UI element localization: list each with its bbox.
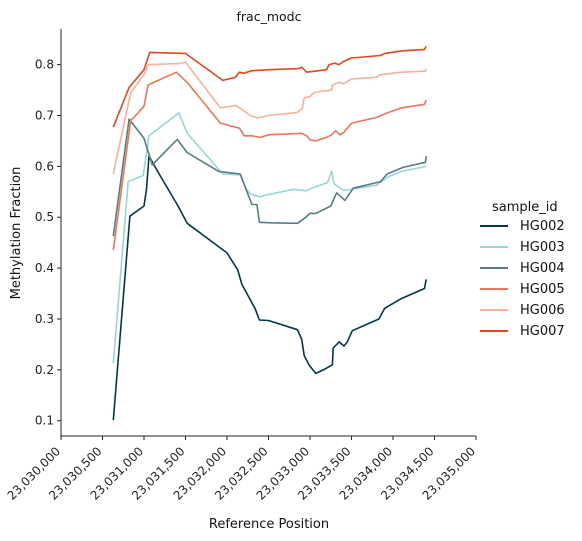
y-tick-label: 0.8 [35,58,54,72]
series-line-hg003 [112,112,427,364]
legend: sample_id HG002 HG003 HG004 HG005 HG006 HG007 [480,200,565,339]
x-axis-title: Reference Position [209,517,329,532]
legend-title: sample_id [492,200,558,215]
legend-label-hg004: HG004 [520,261,565,276]
x-axis-ticks: 23,030,00023,030,50023,031,00023,031,500… [5,436,478,503]
y-tick-label: 0.6 [35,159,54,173]
series-line-hg005 [112,71,427,251]
series-line-hg006 [112,61,427,175]
y-axis-title: Methylation Fraction [9,167,24,300]
legend-label-hg005: HG005 [520,282,565,297]
series-line-hg007 [112,45,427,128]
series-line-hg004 [112,118,427,237]
y-tick-label: 0.7 [35,108,54,122]
series-line-hg002 [112,155,427,421]
chart-title: frac_modc [237,9,302,24]
legend-label-hg007: HG007 [520,324,565,339]
legend-label-hg003: HG003 [520,240,565,255]
y-tick-label: 0.5 [35,210,54,224]
legend-label-hg002: HG002 [520,219,565,234]
y-tick-label: 0.1 [35,414,54,428]
y-tick-label: 0.4 [35,261,54,275]
series-lines [112,45,427,421]
legend-items: HG002 HG003 HG004 HG005 HG006 HG007 [480,219,565,339]
legend-label-hg006: HG006 [520,303,565,318]
y-axis-ticks: 0.1 0.2 0.3 0.4 0.5 0.6 0.7 0.8 [35,58,61,428]
y-tick-label: 0.3 [35,312,54,326]
y-tick-label: 0.2 [35,363,54,377]
